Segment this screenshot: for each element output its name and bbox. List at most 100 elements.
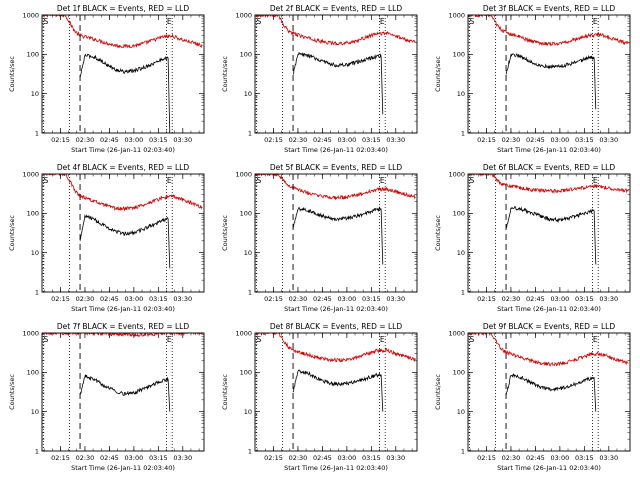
chart-title: Det 9f BLACK = Events, RED = LLD <box>483 322 616 331</box>
series-line-events <box>79 214 171 269</box>
y-tick-label: 1000 <box>22 329 39 337</box>
marker-e: E <box>167 335 172 344</box>
series-line-events <box>292 369 384 412</box>
marker-e: E <box>593 335 598 344</box>
series-line-lld <box>468 15 629 47</box>
plot-frame <box>254 332 418 452</box>
plot-frame <box>254 173 418 293</box>
marker-e: E <box>167 176 172 185</box>
x-tick-label: 02:30 <box>289 454 308 462</box>
y-tick-label: 1 <box>35 288 39 296</box>
x-tick-label: 03:00 <box>125 136 144 144</box>
series-line-events <box>292 52 384 115</box>
y-tick-label: 10 <box>31 249 39 257</box>
marker-e: E <box>380 176 385 185</box>
x-tick-label: 02:45 <box>526 136 545 144</box>
series-line-lld <box>468 333 629 367</box>
x-tick-label: 02:45 <box>313 136 332 144</box>
y-tick-label: 1 <box>35 447 39 455</box>
y-tick-label: 1 <box>248 447 252 455</box>
x-tick-label: 02:30 <box>502 295 521 303</box>
y-tick-label: 100 <box>240 51 252 59</box>
chart-title: Det 3f BLACK = Events, RED = LLD <box>483 4 616 13</box>
chart-panel: Det 3f BLACK = Events, RED = LLD Counts/s… <box>434 4 631 154</box>
marker-s: S <box>257 176 262 185</box>
series-line-events <box>292 205 384 265</box>
x-tick-label: 02:15 <box>264 136 283 144</box>
y-tick-label: 1000 <box>22 11 39 19</box>
chart-title: Det 4f BLACK = Events, RED = LLD <box>57 163 190 172</box>
plot-frame <box>467 332 631 452</box>
y-tick-label: 100 <box>453 51 465 59</box>
x-axis-label: Start Time (26-Jan-11 02:03:40) <box>497 305 601 313</box>
y-tick-label: 1000 <box>235 329 252 337</box>
y-tick-label: 1 <box>248 129 252 137</box>
series-line-events <box>505 53 597 110</box>
y-tick-label: 100 <box>453 210 465 218</box>
y-tick-label: 10 <box>457 249 465 257</box>
x-tick-label: 02:45 <box>100 136 119 144</box>
marker-s: S <box>257 17 262 26</box>
x-tick-label: 02:30 <box>502 136 521 144</box>
x-axis-label: Start Time (26-Jan-11 02:03:40) <box>71 146 175 154</box>
x-tick-label: 03:00 <box>551 454 570 462</box>
x-tick-label: 02:45 <box>526 295 545 303</box>
x-tick-label: 03:30 <box>173 136 192 144</box>
chart-title: Det 6f BLACK = Events, RED = LLD <box>483 163 616 172</box>
x-tick-label: 03:15 <box>362 136 381 144</box>
y-axis-label: Counts/sec <box>221 215 229 251</box>
x-tick-label: 02:30 <box>76 136 95 144</box>
y-axis-label: Counts/sec <box>434 215 442 251</box>
y-axis-label: Counts/sec <box>8 215 16 251</box>
x-tick-label: 02:45 <box>313 454 332 462</box>
chart-title: Det 5f BLACK = Events, RED = LLD <box>270 163 403 172</box>
chart-title: Det 8f BLACK = Events, RED = LLD <box>270 322 403 331</box>
marker-s: S <box>470 176 475 185</box>
marker-e: E <box>593 17 598 26</box>
plot-frame <box>467 173 631 293</box>
series-line-lld <box>255 174 416 201</box>
plot-frame <box>41 173 205 293</box>
marker-e: E <box>167 17 172 26</box>
marker-e: E <box>380 17 385 26</box>
chart-panel: Det 9f BLACK = Events, RED = LLD Counts/s… <box>434 322 631 472</box>
chart-panel: Det 1f BLACK = Events, RED = LLD Counts/s… <box>8 4 205 154</box>
y-tick-label: 10 <box>31 408 39 416</box>
x-axis-label: Start Time (26-Jan-11 02:03:40) <box>71 464 175 472</box>
chart-panel: Det 7f BLACK = Events, RED = LLD Counts/s… <box>8 322 205 472</box>
chart-panel: Det 4f BLACK = Events, RED = LLD Counts/s… <box>8 163 205 313</box>
x-tick-label: 03:00 <box>551 136 570 144</box>
x-tick-label: 02:15 <box>477 136 496 144</box>
series-line-lld <box>255 15 416 47</box>
x-tick-label: 03:30 <box>386 136 405 144</box>
y-axis-label: Counts/sec <box>434 56 442 92</box>
y-axis-label: Counts/sec <box>221 374 229 410</box>
x-tick-label: 03:30 <box>599 136 618 144</box>
y-tick-label: 1000 <box>235 170 252 178</box>
x-tick-label: 02:15 <box>264 295 283 303</box>
series-line-lld <box>255 333 416 363</box>
x-tick-label: 03:00 <box>338 295 357 303</box>
chart-panel: Det 2f BLACK = Events, RED = LLD Counts/s… <box>221 4 418 154</box>
chart-panel: Det 5f BLACK = Events, RED = LLD Counts/s… <box>221 163 418 313</box>
y-tick-label: 10 <box>457 408 465 416</box>
y-tick-label: 1000 <box>448 11 465 19</box>
plot-frame <box>254 14 418 134</box>
series-line-lld <box>470 174 629 195</box>
plot-frame <box>467 14 631 134</box>
x-tick-label: 03:15 <box>149 136 168 144</box>
x-tick-label: 03:30 <box>173 295 192 303</box>
x-tick-label: 03:15 <box>575 454 594 462</box>
x-tick-label: 03:00 <box>125 295 144 303</box>
x-tick-label: 03:30 <box>599 295 618 303</box>
series-line-events <box>79 374 171 412</box>
y-tick-label: 1000 <box>22 170 39 178</box>
y-tick-label: 100 <box>240 369 252 377</box>
x-tick-label: 03:00 <box>338 136 357 144</box>
x-tick-label: 02:30 <box>289 295 308 303</box>
series-line-lld <box>42 333 203 338</box>
y-tick-label: 1 <box>461 129 465 137</box>
x-tick-label: 02:15 <box>264 454 283 462</box>
x-tick-label: 02:30 <box>76 295 95 303</box>
